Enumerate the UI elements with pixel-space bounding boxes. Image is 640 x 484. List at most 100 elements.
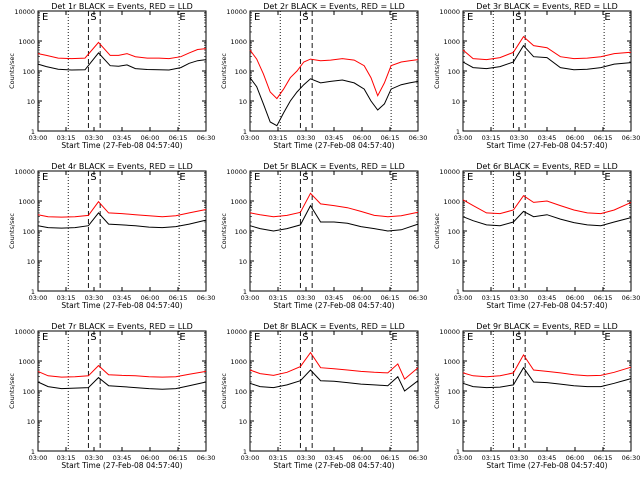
events-series-line [249, 77, 419, 127]
flare-end-mark: E [604, 172, 610, 183]
x-tick-label: 06:30 [409, 294, 428, 302]
plot-frame [37, 330, 207, 452]
y-axis-label: Counts/sec [220, 373, 228, 409]
plot-frame [462, 10, 632, 132]
x-tick-label: 06:00 [566, 134, 585, 142]
x-tick-label: 06:00 [566, 294, 585, 302]
x-tick-label: 03:00 [454, 294, 473, 302]
x-tick-label: 03:45 [325, 454, 344, 462]
y-tick-label: 100 [235, 68, 247, 76]
y-tick-label: 10 [452, 98, 460, 106]
x-tick-label: 06:15 [381, 134, 400, 142]
flare-end-mark-left: E [254, 12, 260, 23]
x-tick-label: 03:15 [57, 134, 76, 142]
y-axis-label: Counts/sec [8, 53, 16, 89]
x-tick-label: 03:15 [482, 294, 501, 302]
x-tick-label: 03:15 [269, 134, 288, 142]
x-axis-label: Start Time (27-Feb-08 04:57:40) [61, 461, 182, 470]
flare-start-mark: S [302, 332, 308, 343]
x-tick-label: 03:15 [57, 294, 76, 302]
y-tick-label: 1000 [443, 38, 460, 46]
x-tick-label: 06:15 [381, 454, 400, 462]
x-tick-label: 03:00 [454, 134, 473, 142]
events-series-line [462, 366, 632, 389]
detector-panel: Det 5r BLACK = Events, RED = LLD10000100… [220, 162, 427, 310]
x-tick-label: 06:30 [622, 294, 640, 302]
flare-end-mark-left: E [467, 12, 473, 23]
y-tick-label: 10 [452, 258, 460, 266]
lld-series-line [249, 192, 419, 218]
flare-end-mark-left: E [42, 172, 48, 183]
x-tick-label: 03:45 [538, 294, 557, 302]
events-series-line [37, 52, 207, 71]
y-tick-label: 1 [456, 288, 460, 296]
x-tick-label: 06:00 [353, 454, 372, 462]
events-series-line [462, 210, 632, 227]
y-tick-label: 1 [243, 128, 247, 136]
y-tick-label: 1000 [443, 358, 460, 366]
y-tick-label: 100 [235, 388, 247, 396]
panel-title: Det 4r BLACK = Events, RED = LLD [51, 162, 193, 171]
y-tick-label: 1 [243, 288, 247, 296]
x-tick-label: 03:45 [113, 294, 132, 302]
y-tick-label: 100 [448, 228, 460, 236]
x-tick-label: 06:30 [197, 294, 216, 302]
y-axis-label: Counts/sec [220, 213, 228, 249]
y-tick-label: 1000 [18, 358, 35, 366]
y-axis-label: Counts/sec [8, 213, 16, 249]
x-tick-label: 03:30 [297, 134, 316, 142]
x-tick-label: 03:15 [482, 134, 501, 142]
y-tick-label: 100 [235, 228, 247, 236]
x-tick-label: 06:00 [353, 294, 372, 302]
y-tick-label: 1 [243, 448, 247, 456]
x-tick-label: 03:00 [29, 454, 48, 462]
events-series-line [37, 376, 207, 390]
y-tick-label: 10 [239, 418, 247, 426]
y-tick-label: 1000 [18, 198, 35, 206]
y-tick-label: 10 [27, 98, 35, 106]
x-axis-label: Start Time (27-Feb-08 04:57:40) [486, 301, 607, 310]
x-tick-label: 03:45 [325, 294, 344, 302]
y-tick-label: 1 [31, 128, 35, 136]
y-axis-label: Counts/sec [433, 53, 441, 89]
flare-start-mark: S [515, 12, 521, 23]
x-tick-label: 06:30 [622, 454, 640, 462]
x-tick-label: 06:15 [169, 454, 188, 462]
x-tick-label: 06:30 [409, 134, 428, 142]
x-tick-label: 03:45 [113, 134, 132, 142]
x-tick-label: 03:30 [510, 294, 529, 302]
x-tick-label: 06:30 [197, 454, 216, 462]
x-tick-label: 03:30 [297, 294, 316, 302]
x-tick-label: 03:30 [85, 294, 104, 302]
flare-end-mark: E [391, 332, 397, 343]
plot-frame [462, 330, 632, 452]
y-axis-label: Counts/sec [433, 373, 441, 409]
lld-series-line [462, 353, 632, 378]
x-tick-label: 06:15 [594, 454, 613, 462]
y-tick-label: 10000 [226, 8, 247, 16]
detector-panel: Det 8r BLACK = Events, RED = LLD10000100… [220, 322, 427, 470]
detector-panel: Det 6r BLACK = Events, RED = LLD10000100… [433, 162, 640, 310]
x-tick-label: 03:30 [297, 454, 316, 462]
events-series-line [249, 369, 419, 392]
panel-title: Det 3r BLACK = Events, RED = LLD [476, 2, 618, 11]
plot-frame [462, 170, 632, 292]
y-tick-label: 10 [27, 418, 35, 426]
lld-series-line [37, 364, 207, 378]
x-tick-label: 03:30 [85, 134, 104, 142]
panel-title: Det 2r BLACK = Events, RED = LLD [263, 2, 405, 11]
y-tick-label: 10000 [226, 168, 247, 176]
y-tick-label: 1 [456, 128, 460, 136]
y-axis-label: Counts/sec [433, 213, 441, 249]
x-tick-label: 06:00 [566, 454, 585, 462]
y-tick-label: 1 [31, 288, 35, 296]
lld-series-line [462, 35, 632, 61]
flare-start-mark: S [90, 172, 96, 183]
flare-end-mark: E [179, 172, 185, 183]
flare-end-mark-left: E [254, 332, 260, 343]
y-tick-label: 10000 [439, 168, 460, 176]
y-tick-label: 1000 [18, 38, 35, 46]
x-tick-label: 03:15 [482, 454, 501, 462]
x-tick-label: 03:00 [241, 454, 260, 462]
